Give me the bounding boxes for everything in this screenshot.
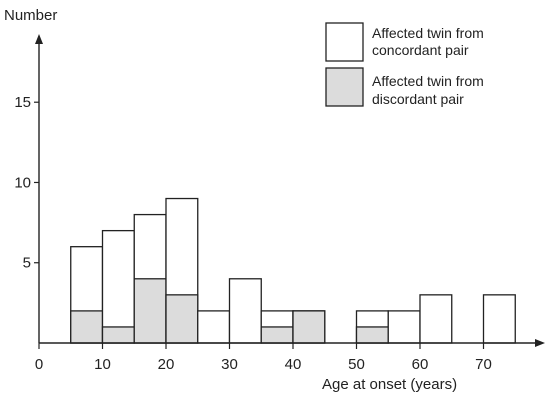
bar-discordant-2	[133, 278, 167, 344]
bar-discordant-1	[101, 326, 135, 344]
x-tick-label-10: 10	[94, 356, 111, 373]
bar-discordant-8	[355, 326, 389, 344]
bar-total-5	[228, 278, 262, 344]
bar-total-1	[101, 229, 135, 344]
legend-label-discordant-line1: Affected twin from	[372, 73, 484, 89]
bar-total-10	[419, 294, 453, 344]
legend-swatch-discordant	[325, 67, 364, 107]
bar-total-4	[197, 310, 231, 344]
legend-label-concordant-line1: Affected twin from	[372, 25, 484, 41]
x-axis-label: Age at onset (years)	[322, 376, 457, 393]
x-tick-label-30: 30	[221, 356, 238, 373]
y-tick-label-5: 5	[23, 255, 31, 272]
legend: Affected twin from concordant pair Affec…	[325, 22, 484, 107]
bar-discordant-6	[260, 326, 294, 344]
y-axis-ticks: 5 10 15	[14, 94, 39, 272]
x-tick-label-0: 0	[35, 356, 43, 373]
bar-total-11	[482, 294, 516, 344]
x-tick-label-20: 20	[158, 356, 175, 373]
x-axis-arrow	[535, 339, 545, 347]
bar-discordant-0	[70, 310, 104, 344]
legend-swatch-concordant	[325, 22, 364, 62]
x-axis-ticks: 0 10 20 30 40 50 60 70	[35, 343, 492, 373]
x-tick-label-60: 60	[412, 356, 429, 373]
bar-discordant-3	[165, 294, 199, 344]
bar-discordant-7	[292, 310, 326, 344]
x-tick-label-40: 40	[285, 356, 302, 373]
y-axis-label: Number	[4, 7, 57, 24]
y-tick-label-10: 10	[14, 174, 31, 191]
legend-label-discordant-line2: discordant pair	[372, 91, 464, 107]
legend-label-concordant-line2: concordant pair	[372, 42, 469, 58]
bars	[70, 197, 516, 344]
x-tick-label-50: 50	[348, 356, 365, 373]
y-tick-label-15: 15	[14, 94, 31, 111]
y-axis-arrow	[35, 34, 43, 44]
bar-total-9	[387, 310, 421, 344]
x-tick-label-70: 70	[475, 356, 492, 373]
